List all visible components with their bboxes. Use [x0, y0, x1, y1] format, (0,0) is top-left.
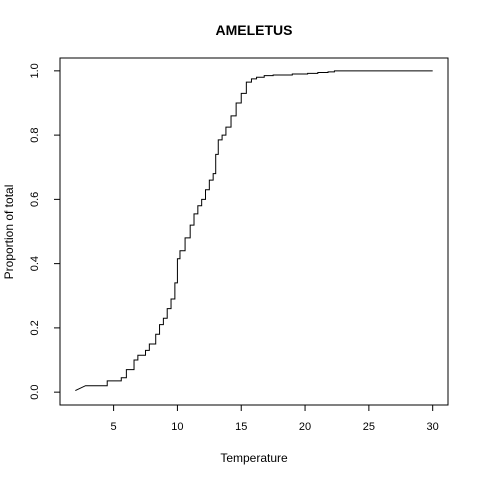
x-tick-label: 20 [299, 421, 311, 433]
y-tick-label: 0.6 [29, 192, 41, 207]
x-axis: 5 10 15 20 25 30 [111, 405, 439, 433]
x-tick-label: 15 [235, 421, 247, 433]
plot-frame [59, 57, 449, 406]
chart-title: AMELETUS [216, 22, 293, 38]
series-line [75, 70, 433, 391]
y-axis: 0.0 0.2 0.4 0.6 0.8 1.0 [29, 63, 60, 400]
x-tick-label: 25 [363, 421, 375, 433]
x-tick-label: 30 [427, 421, 439, 433]
x-tick-label: 10 [171, 421, 183, 433]
y-tick-label: 0.2 [29, 320, 41, 335]
y-tick-label: 0.0 [29, 384, 41, 399]
x-axis-label: Temperature [220, 451, 288, 465]
y-tick-label: 0.8 [29, 127, 41, 142]
y-tick-label: 1.0 [29, 63, 41, 78]
y-tick-label: 0.4 [29, 256, 41, 271]
x-tick-label: 5 [111, 421, 117, 433]
y-axis-label: Proportion of total [2, 185, 16, 280]
